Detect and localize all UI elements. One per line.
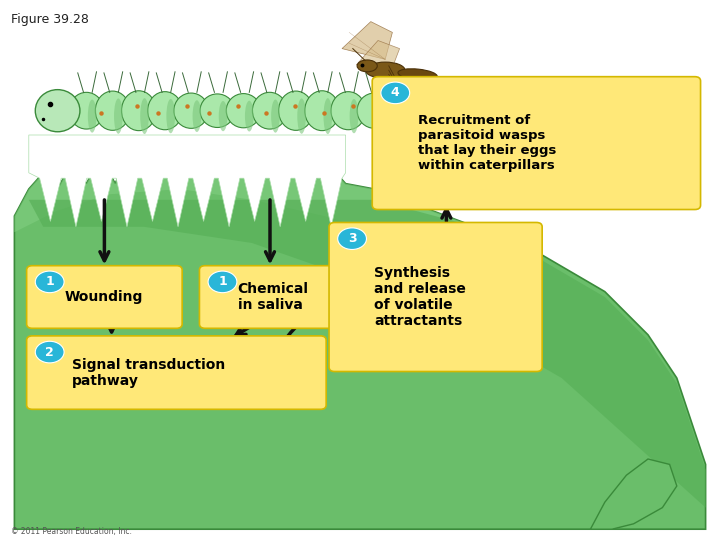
Ellipse shape <box>350 99 359 133</box>
Text: Figure 39.28: Figure 39.28 <box>11 14 89 26</box>
Text: 4: 4 <box>391 86 400 99</box>
Text: Wounding: Wounding <box>65 290 143 304</box>
Ellipse shape <box>357 93 392 129</box>
Ellipse shape <box>323 98 332 134</box>
Ellipse shape <box>271 99 280 133</box>
Ellipse shape <box>148 92 182 130</box>
Ellipse shape <box>122 91 156 131</box>
Ellipse shape <box>219 101 228 131</box>
Ellipse shape <box>174 93 208 129</box>
FancyBboxPatch shape <box>372 77 701 210</box>
Text: Chemical
in saliva: Chemical in saliva <box>238 282 309 312</box>
Text: © 2011 Pearson Education, Inc.: © 2011 Pearson Education, Inc. <box>11 526 132 536</box>
Text: 2: 2 <box>45 346 54 359</box>
Polygon shape <box>14 146 706 529</box>
Ellipse shape <box>357 60 377 72</box>
Text: Recruitment of
parasitoid wasps
that lay their eggs
within caterpillars: Recruitment of parasitoid wasps that lay… <box>418 114 556 172</box>
Circle shape <box>338 228 366 249</box>
Polygon shape <box>29 135 346 227</box>
Text: Signal transduction
pathway: Signal transduction pathway <box>72 357 225 388</box>
Ellipse shape <box>88 99 96 133</box>
FancyBboxPatch shape <box>27 336 326 409</box>
Ellipse shape <box>279 91 313 130</box>
Ellipse shape <box>305 91 339 131</box>
Ellipse shape <box>253 92 287 129</box>
Ellipse shape <box>226 93 261 128</box>
Ellipse shape <box>192 100 201 132</box>
FancyBboxPatch shape <box>329 222 542 372</box>
FancyBboxPatch shape <box>27 266 182 328</box>
Text: Synthesis
and release
of volatile
attractants: Synthesis and release of volatile attrac… <box>374 266 467 328</box>
Polygon shape <box>356 40 400 68</box>
Circle shape <box>381 82 410 104</box>
Ellipse shape <box>114 98 122 134</box>
Ellipse shape <box>245 100 253 132</box>
Circle shape <box>35 341 64 363</box>
Ellipse shape <box>331 92 366 130</box>
Circle shape <box>35 271 64 293</box>
Ellipse shape <box>200 94 235 127</box>
Ellipse shape <box>166 99 175 133</box>
Ellipse shape <box>398 69 437 80</box>
Text: 1: 1 <box>45 275 54 288</box>
Text: 3: 3 <box>348 232 356 245</box>
Polygon shape <box>14 146 475 259</box>
Ellipse shape <box>376 100 384 132</box>
Text: 1: 1 <box>218 275 227 288</box>
Circle shape <box>208 271 237 293</box>
Ellipse shape <box>140 98 149 134</box>
Ellipse shape <box>366 62 405 78</box>
Ellipse shape <box>297 98 306 134</box>
Polygon shape <box>590 459 677 529</box>
Ellipse shape <box>35 90 80 132</box>
Polygon shape <box>342 22 392 59</box>
Polygon shape <box>29 200 706 508</box>
FancyBboxPatch shape <box>199 266 369 328</box>
Ellipse shape <box>95 91 130 130</box>
Ellipse shape <box>69 92 104 129</box>
